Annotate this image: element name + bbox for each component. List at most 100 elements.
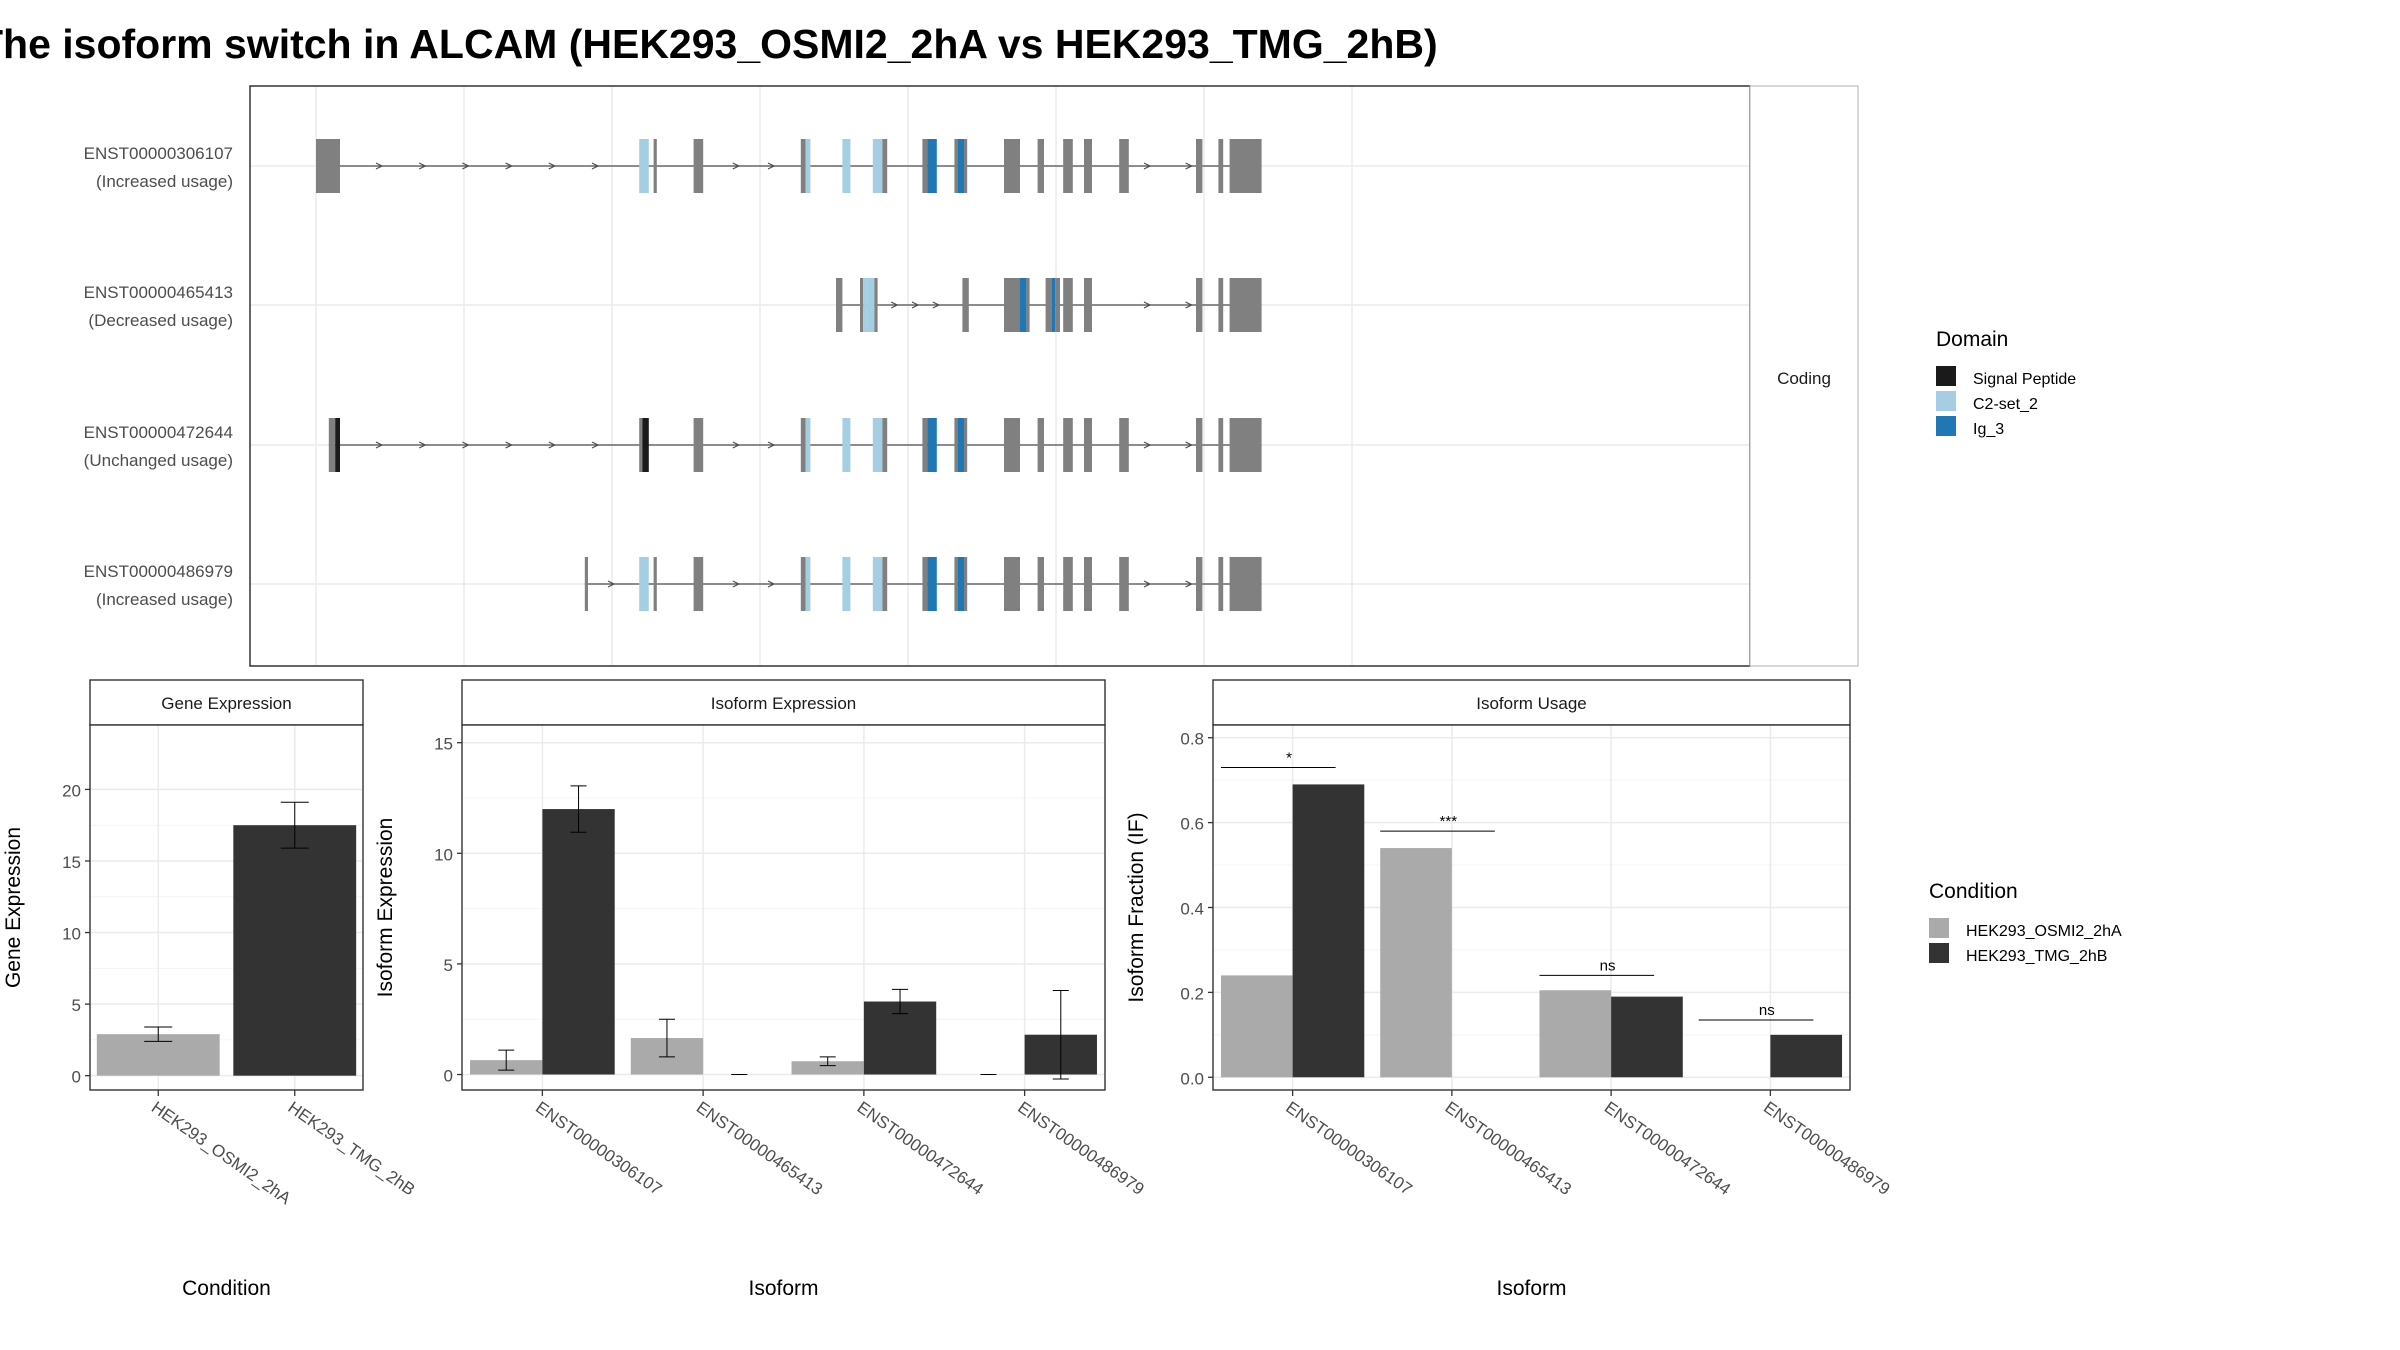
exon-block [964,418,968,472]
intron-direction-arrow [1185,580,1193,588]
exon-block [1063,139,1073,193]
x-axis-title: Isoform [1496,1277,1566,1300]
exon-block [1084,278,1092,332]
isoform-track [328,418,1262,472]
exon-block [957,139,964,193]
exon-block [653,139,657,193]
exon-block [1119,139,1129,193]
exon-block [693,418,704,472]
x-tick-label: ENST00000306107 [1282,1098,1415,1199]
isoform-structure-panel: ENST00000306107 (Increased usage) ENST0000… [84,85,1859,667]
condition-legend-label: HEK293_TMG_2hB [1966,948,2107,965]
condition-legend-label: HEK293_OSMI2_2hA [1966,923,2122,940]
bar [1380,848,1452,1078]
y-tick-label: 20 [62,781,81,800]
exon-block [842,418,851,472]
exon-block [882,139,888,193]
exon-block [335,418,340,472]
exon-block [1084,418,1092,472]
intron-direction-arrow [375,441,384,449]
exon-block [927,418,937,472]
isoform-usage-note: (Increased usage) [96,590,233,609]
panel-title: Isoform Usage [1476,694,1587,713]
exon-block [1218,139,1224,193]
exon-block [1004,418,1020,472]
x-tick-label: ENST00000472644 [854,1098,987,1199]
exon-block [1037,418,1044,472]
domain-legend-label: Ig_3 [1973,421,2004,438]
exon-block [1119,418,1129,472]
y-tick-label: 0 [72,1068,81,1087]
exon-block [863,278,867,332]
intron-direction-arrow [505,441,513,449]
exon-block [1196,418,1203,472]
exon-block [1004,278,1020,332]
x-tick-label: HEK293_TMG_2hB [284,1098,418,1200]
domain-legend-swatch [1936,391,1956,411]
structure-plot-background [250,86,1750,666]
y-tick-label: 10 [434,845,453,864]
exon-block [842,139,851,193]
bar [542,809,615,1075]
exon-block [836,278,843,332]
x-tick-label: ENST00000472644 [1601,1098,1734,1199]
exon-block [964,557,968,611]
exon-block [639,557,649,611]
intron-direction-arrow [1185,301,1193,309]
exon-block [922,139,928,193]
significance-label: ns [1600,957,1616,974]
intron-direction-arrow [1143,580,1152,588]
significance-label: ns [1759,1002,1775,1019]
structure-facet-strip [1749,85,1859,667]
exon-block [639,418,643,472]
intron-direction-arrow [418,162,427,170]
exon-block [1045,278,1052,332]
intron-direction-arrow [607,580,616,588]
exon-block [866,278,875,332]
isoform-id-label: ENST00000306107 [84,144,233,163]
y-tick-label: 5 [72,996,81,1015]
exon-block [872,418,883,472]
exon-block [653,557,657,611]
isoform-id-label: ENST00000486979 [84,562,233,581]
isoform-usage-note: (Increased usage) [96,172,233,191]
intron-direction-arrow [548,162,557,170]
intron-direction-arrow [591,441,600,449]
exon-block [954,418,958,472]
intron-direction-arrow [1185,162,1193,170]
y-tick-label: 0.6 [1180,815,1204,834]
isoform-usage-note: (Decreased usage) [88,311,233,330]
condition-legend-swatch [1929,943,1949,963]
x-tick-label: ENST00000486979 [1014,1098,1147,1199]
exon-block [1063,557,1073,611]
exon-block [1084,557,1092,611]
bar [791,1061,864,1075]
exon-block [800,418,806,472]
exon-block [962,278,969,332]
exon-block [642,418,649,472]
x-tick-label: ENST00000465413 [693,1098,826,1199]
legends: Domain Signal Peptide C2-set_2 Ig_3 Condit… [1929,328,2122,965]
intron-direction-arrow [1143,301,1152,309]
intron-direction-arrow [732,580,741,588]
intron-direction-arrow [1143,441,1152,449]
x-tick-label: HEK293_OSMI2_2hA [148,1098,295,1209]
intron-direction-arrow [462,441,470,449]
exon-block [927,139,937,193]
x-tick-label: ENST00000465413 [1442,1098,1575,1199]
exon-block [1004,139,1020,193]
y-tick-label: 5 [444,956,453,975]
y-axis-title: Isoform Fraction (IF) [1125,812,1148,1002]
domain-legend-swatch [1936,416,1956,436]
panel-strip [1212,679,1851,726]
intron-direction-arrow [932,301,941,309]
y-tick-label: 15 [434,735,453,754]
exon-block [872,557,883,611]
isoform-id-label: ENST00000465413 [84,283,233,302]
exon-block [1037,557,1044,611]
exon-block [1229,139,1262,193]
y-tick-label: 0.4 [1180,900,1204,919]
domain-legend-label: C2-set_2 [1973,396,2038,413]
exon-block [1229,557,1262,611]
